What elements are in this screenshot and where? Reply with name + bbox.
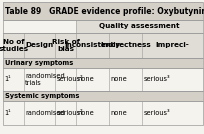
Bar [3, 58, 203, 68]
Text: No of
studies: No of studies [0, 39, 29, 52]
Text: serious²: serious² [56, 76, 83, 82]
Text: Inconsistency: Inconsistency [64, 42, 121, 48]
Text: serious³: serious³ [143, 76, 170, 82]
Text: 1¹: 1¹ [4, 110, 11, 116]
Text: Risk of
bias: Risk of bias [52, 39, 80, 52]
Bar [3, 91, 203, 101]
Bar [76, 68, 109, 91]
Text: Table 89   GRADE evidence profile: Oxybutynin for the prev-: Table 89 GRADE evidence profile: Oxybuty… [5, 7, 204, 16]
Text: Impreci-: Impreci- [156, 42, 189, 48]
Text: serious²: serious² [56, 110, 83, 116]
Bar [3, 68, 24, 91]
Bar [24, 101, 55, 125]
Bar [3, 101, 203, 125]
Bar [55, 33, 76, 58]
Text: 1¹: 1¹ [4, 76, 11, 82]
Text: none: none [77, 110, 94, 116]
Bar [3, 20, 76, 33]
Text: none: none [77, 76, 94, 82]
Bar [3, 2, 203, 20]
Text: serious³: serious³ [143, 110, 170, 116]
Text: randomised: randomised [25, 110, 65, 116]
Bar [3, 20, 203, 33]
Bar [24, 33, 55, 58]
Text: Urinary symptoms: Urinary symptoms [5, 60, 73, 66]
Bar [142, 33, 203, 58]
Bar [3, 91, 203, 101]
Text: Design: Design [26, 42, 54, 48]
Bar [109, 68, 142, 91]
Text: Indirectness: Indirectness [100, 42, 151, 48]
Bar [3, 68, 203, 91]
Text: none: none [110, 110, 127, 116]
Bar [142, 68, 203, 91]
Bar [142, 101, 203, 125]
Bar [24, 68, 55, 91]
Bar [76, 101, 109, 125]
Bar [76, 33, 109, 58]
Text: Systemic symptoms: Systemic symptoms [5, 93, 79, 99]
Bar [3, 2, 203, 20]
Bar [3, 33, 203, 58]
Bar [3, 101, 24, 125]
Bar [3, 33, 24, 58]
Bar [3, 58, 203, 68]
Bar [76, 20, 203, 33]
Bar [109, 101, 142, 125]
Text: Quality assessment: Quality assessment [99, 23, 180, 29]
Bar [109, 33, 142, 58]
Text: randomised
trials: randomised trials [25, 73, 65, 86]
Bar [55, 68, 76, 91]
Bar [55, 101, 76, 125]
Text: none: none [110, 76, 127, 82]
